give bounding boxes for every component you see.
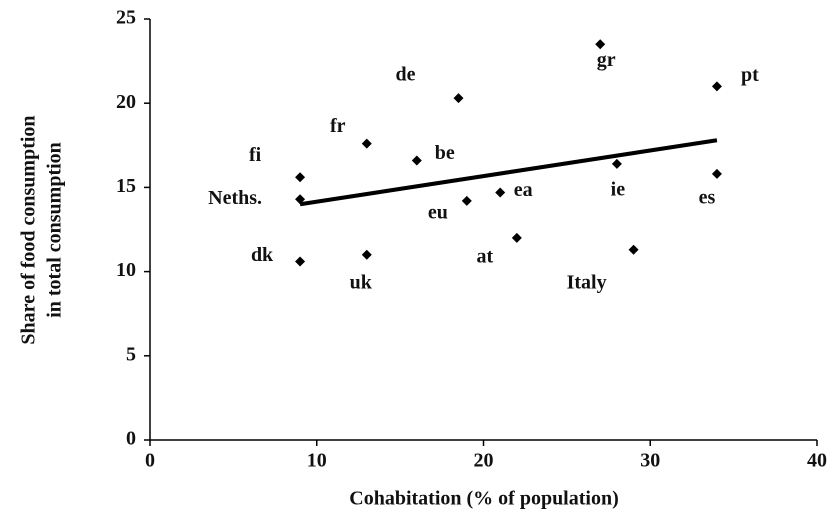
point-label: ie bbox=[611, 178, 626, 200]
point bbox=[611, 158, 622, 169]
point-label: uk bbox=[350, 271, 373, 293]
y-tick-label: 25 bbox=[116, 7, 136, 29]
point bbox=[628, 244, 639, 255]
x-tick-label: 30 bbox=[640, 450, 660, 472]
point-label: Neths. bbox=[208, 187, 262, 209]
point bbox=[495, 187, 506, 198]
point bbox=[711, 81, 722, 92]
y-tick-label: 0 bbox=[126, 428, 136, 450]
point bbox=[511, 232, 522, 243]
point-label: de bbox=[395, 64, 415, 86]
point bbox=[453, 93, 464, 104]
point bbox=[595, 39, 606, 50]
point bbox=[461, 195, 472, 206]
point-label: es bbox=[699, 187, 716, 209]
x-axis-label: Cohabitation (% of population) bbox=[349, 488, 619, 510]
point bbox=[361, 138, 372, 149]
y-tick-label: 10 bbox=[116, 259, 136, 281]
point-label: gr bbox=[597, 49, 616, 71]
point-label: pt bbox=[741, 64, 759, 86]
point-label: eu bbox=[428, 201, 448, 223]
x-tick-label: 40 bbox=[807, 450, 827, 472]
point bbox=[711, 168, 722, 179]
point bbox=[361, 249, 372, 260]
y-tick-label: 20 bbox=[116, 91, 136, 113]
point bbox=[295, 256, 306, 267]
point-label: ea bbox=[514, 179, 533, 201]
point-label: at bbox=[477, 246, 494, 268]
x-tick-label: 20 bbox=[474, 450, 494, 472]
y-axis-label-line: Share of food consumption bbox=[18, 115, 40, 344]
point bbox=[295, 194, 306, 205]
point-label: Italy bbox=[567, 271, 607, 293]
trend-line bbox=[299, 138, 718, 207]
y-tick-label: 5 bbox=[126, 343, 136, 365]
y-axis-label-line: in total consumption bbox=[44, 142, 66, 318]
point bbox=[295, 172, 306, 183]
x-tick-label: 10 bbox=[307, 450, 327, 472]
point bbox=[411, 155, 422, 166]
y-tick-label: 15 bbox=[116, 175, 136, 197]
point-label: dk bbox=[251, 244, 274, 266]
point-label: be bbox=[435, 142, 455, 164]
y-axis-label: Share of food consumption in total consu… bbox=[18, 115, 66, 344]
point-label: fr bbox=[330, 115, 346, 137]
point-label: fi bbox=[249, 144, 262, 166]
x-tick-label: 0 bbox=[145, 450, 155, 472]
